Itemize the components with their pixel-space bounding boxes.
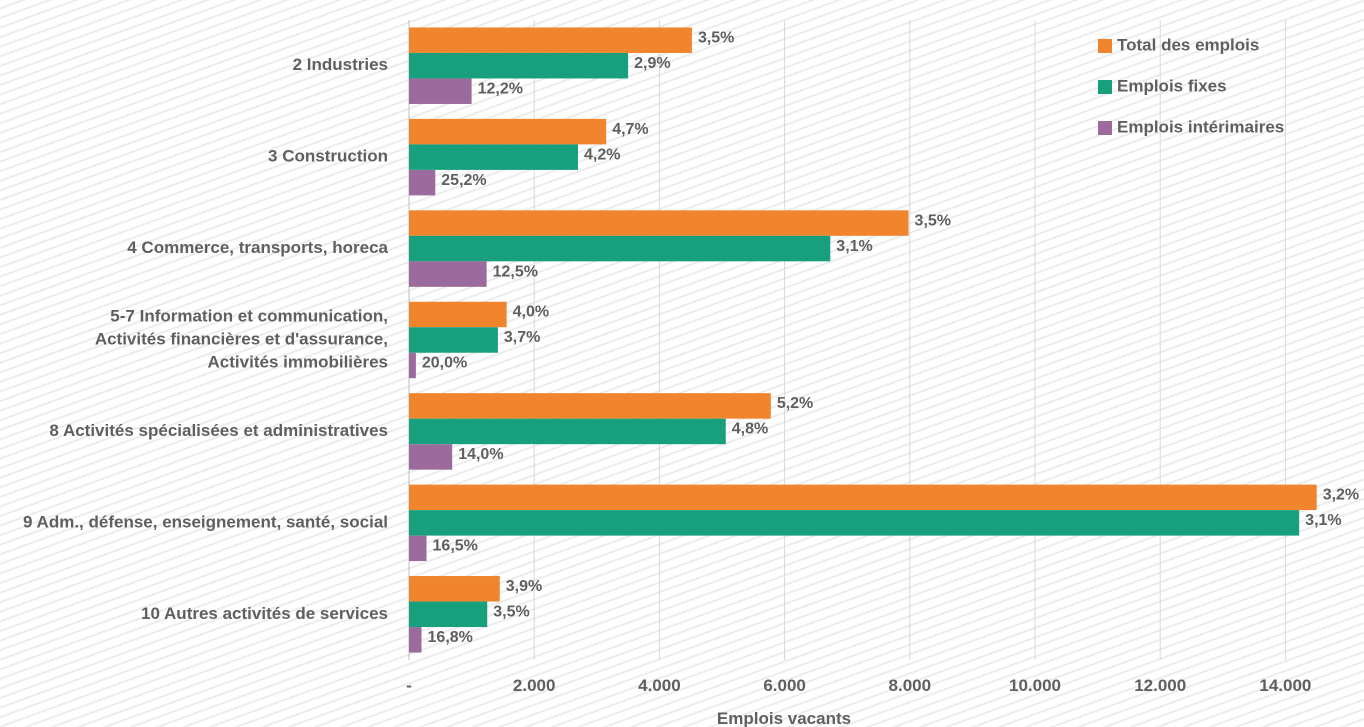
bar	[409, 444, 453, 470]
legend-swatch	[1098, 80, 1112, 94]
legend-label: Emplois fixes	[1117, 76, 1227, 95]
x-tick-label: 8.000	[889, 676, 932, 695]
data-label: 20,0%	[422, 355, 467, 372]
bar	[409, 235, 831, 262]
bar	[409, 210, 909, 236]
gridlines	[408, 20, 1286, 660]
bar	[409, 510, 1300, 536]
legend-label: Emplois intérimaires	[1117, 117, 1284, 136]
x-axis-ticks: - 2.000 4.000 6.000 8.000 10.000 12.000 14.000	[406, 676, 1311, 695]
data-label: 12,5%	[493, 263, 538, 280]
data-label: 4,7%	[612, 121, 648, 138]
bar-series: 3,5% 2,9% 12,2% 4,7% 4,2% 25,2% 3,5% 3,1% 12,5% 4…	[409, 27, 1359, 653]
bar	[409, 352, 416, 379]
bar	[409, 27, 692, 53]
data-label: 3,5%	[493, 604, 529, 621]
data-label: 12,2%	[478, 80, 523, 97]
data-label: 3,1%	[836, 238, 872, 255]
bar	[409, 78, 472, 104]
data-label: 16,8%	[428, 629, 473, 646]
category-label: 2 Industries	[293, 55, 388, 74]
x-axis-label: Emplois vacants	[717, 709, 851, 727]
category-label: Activités immobilières	[208, 352, 388, 371]
data-label: 16,5%	[433, 538, 478, 555]
category-label: 4 Commerce, transports, horeca	[127, 238, 388, 257]
data-label: 3,5%	[915, 212, 951, 229]
data-label: 14,0%	[458, 446, 503, 463]
x-tick-label: 6.000	[763, 676, 806, 695]
category-label: 10 Autres activités de services	[141, 604, 388, 623]
data-label: 3,2%	[1323, 487, 1359, 504]
data-label: 3,1%	[1305, 512, 1341, 529]
bar	[409, 327, 498, 353]
bar	[409, 393, 771, 419]
data-label: 5,2%	[777, 395, 813, 412]
x-tick-label: -	[406, 676, 412, 695]
bar	[409, 627, 422, 653]
x-tick-label: 14.000	[1259, 676, 1311, 695]
x-tick-label: 2.000	[513, 676, 556, 695]
bar	[409, 301, 507, 328]
data-label: 3,5%	[698, 29, 734, 46]
bar	[409, 535, 427, 562]
bar	[409, 261, 487, 287]
data-label: 4,2%	[584, 146, 620, 163]
data-label: 3,7%	[504, 329, 540, 346]
legend-label: Total des emplois	[1117, 35, 1259, 54]
category-label: 3 Construction	[268, 147, 388, 166]
bar	[409, 576, 500, 602]
bar	[409, 601, 488, 628]
bar	[409, 144, 579, 170]
data-label: 25,2%	[441, 172, 486, 189]
category-label: 8 Activités spécialisées et administrati…	[49, 421, 388, 440]
legend-swatch	[1098, 39, 1112, 53]
x-tick-label: 4.000	[638, 676, 681, 695]
bar	[409, 169, 436, 196]
data-label: 4,0%	[513, 304, 549, 321]
category-label: 9 Adm., défense, enseignement, santé, so…	[23, 512, 388, 531]
category-labels: 2 Industries 3 Construction 4 Commerce, tr…	[23, 55, 389, 623]
data-label: 4,8%	[732, 421, 768, 438]
category-label: Activités financières et d'assurance,	[95, 329, 388, 348]
x-tick-label: 10.000	[1009, 676, 1061, 695]
legend-swatch	[1098, 121, 1112, 135]
legend: Total des emplois Emplois fixes Emplois in…	[1098, 35, 1284, 136]
bar	[409, 418, 726, 445]
data-label: 2,9%	[634, 55, 670, 72]
bar	[409, 484, 1317, 511]
data-label: 3,9%	[506, 578, 542, 595]
bar	[409, 52, 629, 79]
x-tick-label: 12.000	[1134, 676, 1186, 695]
bar	[409, 118, 607, 145]
category-label: 5-7 Information et communication,	[110, 306, 388, 325]
